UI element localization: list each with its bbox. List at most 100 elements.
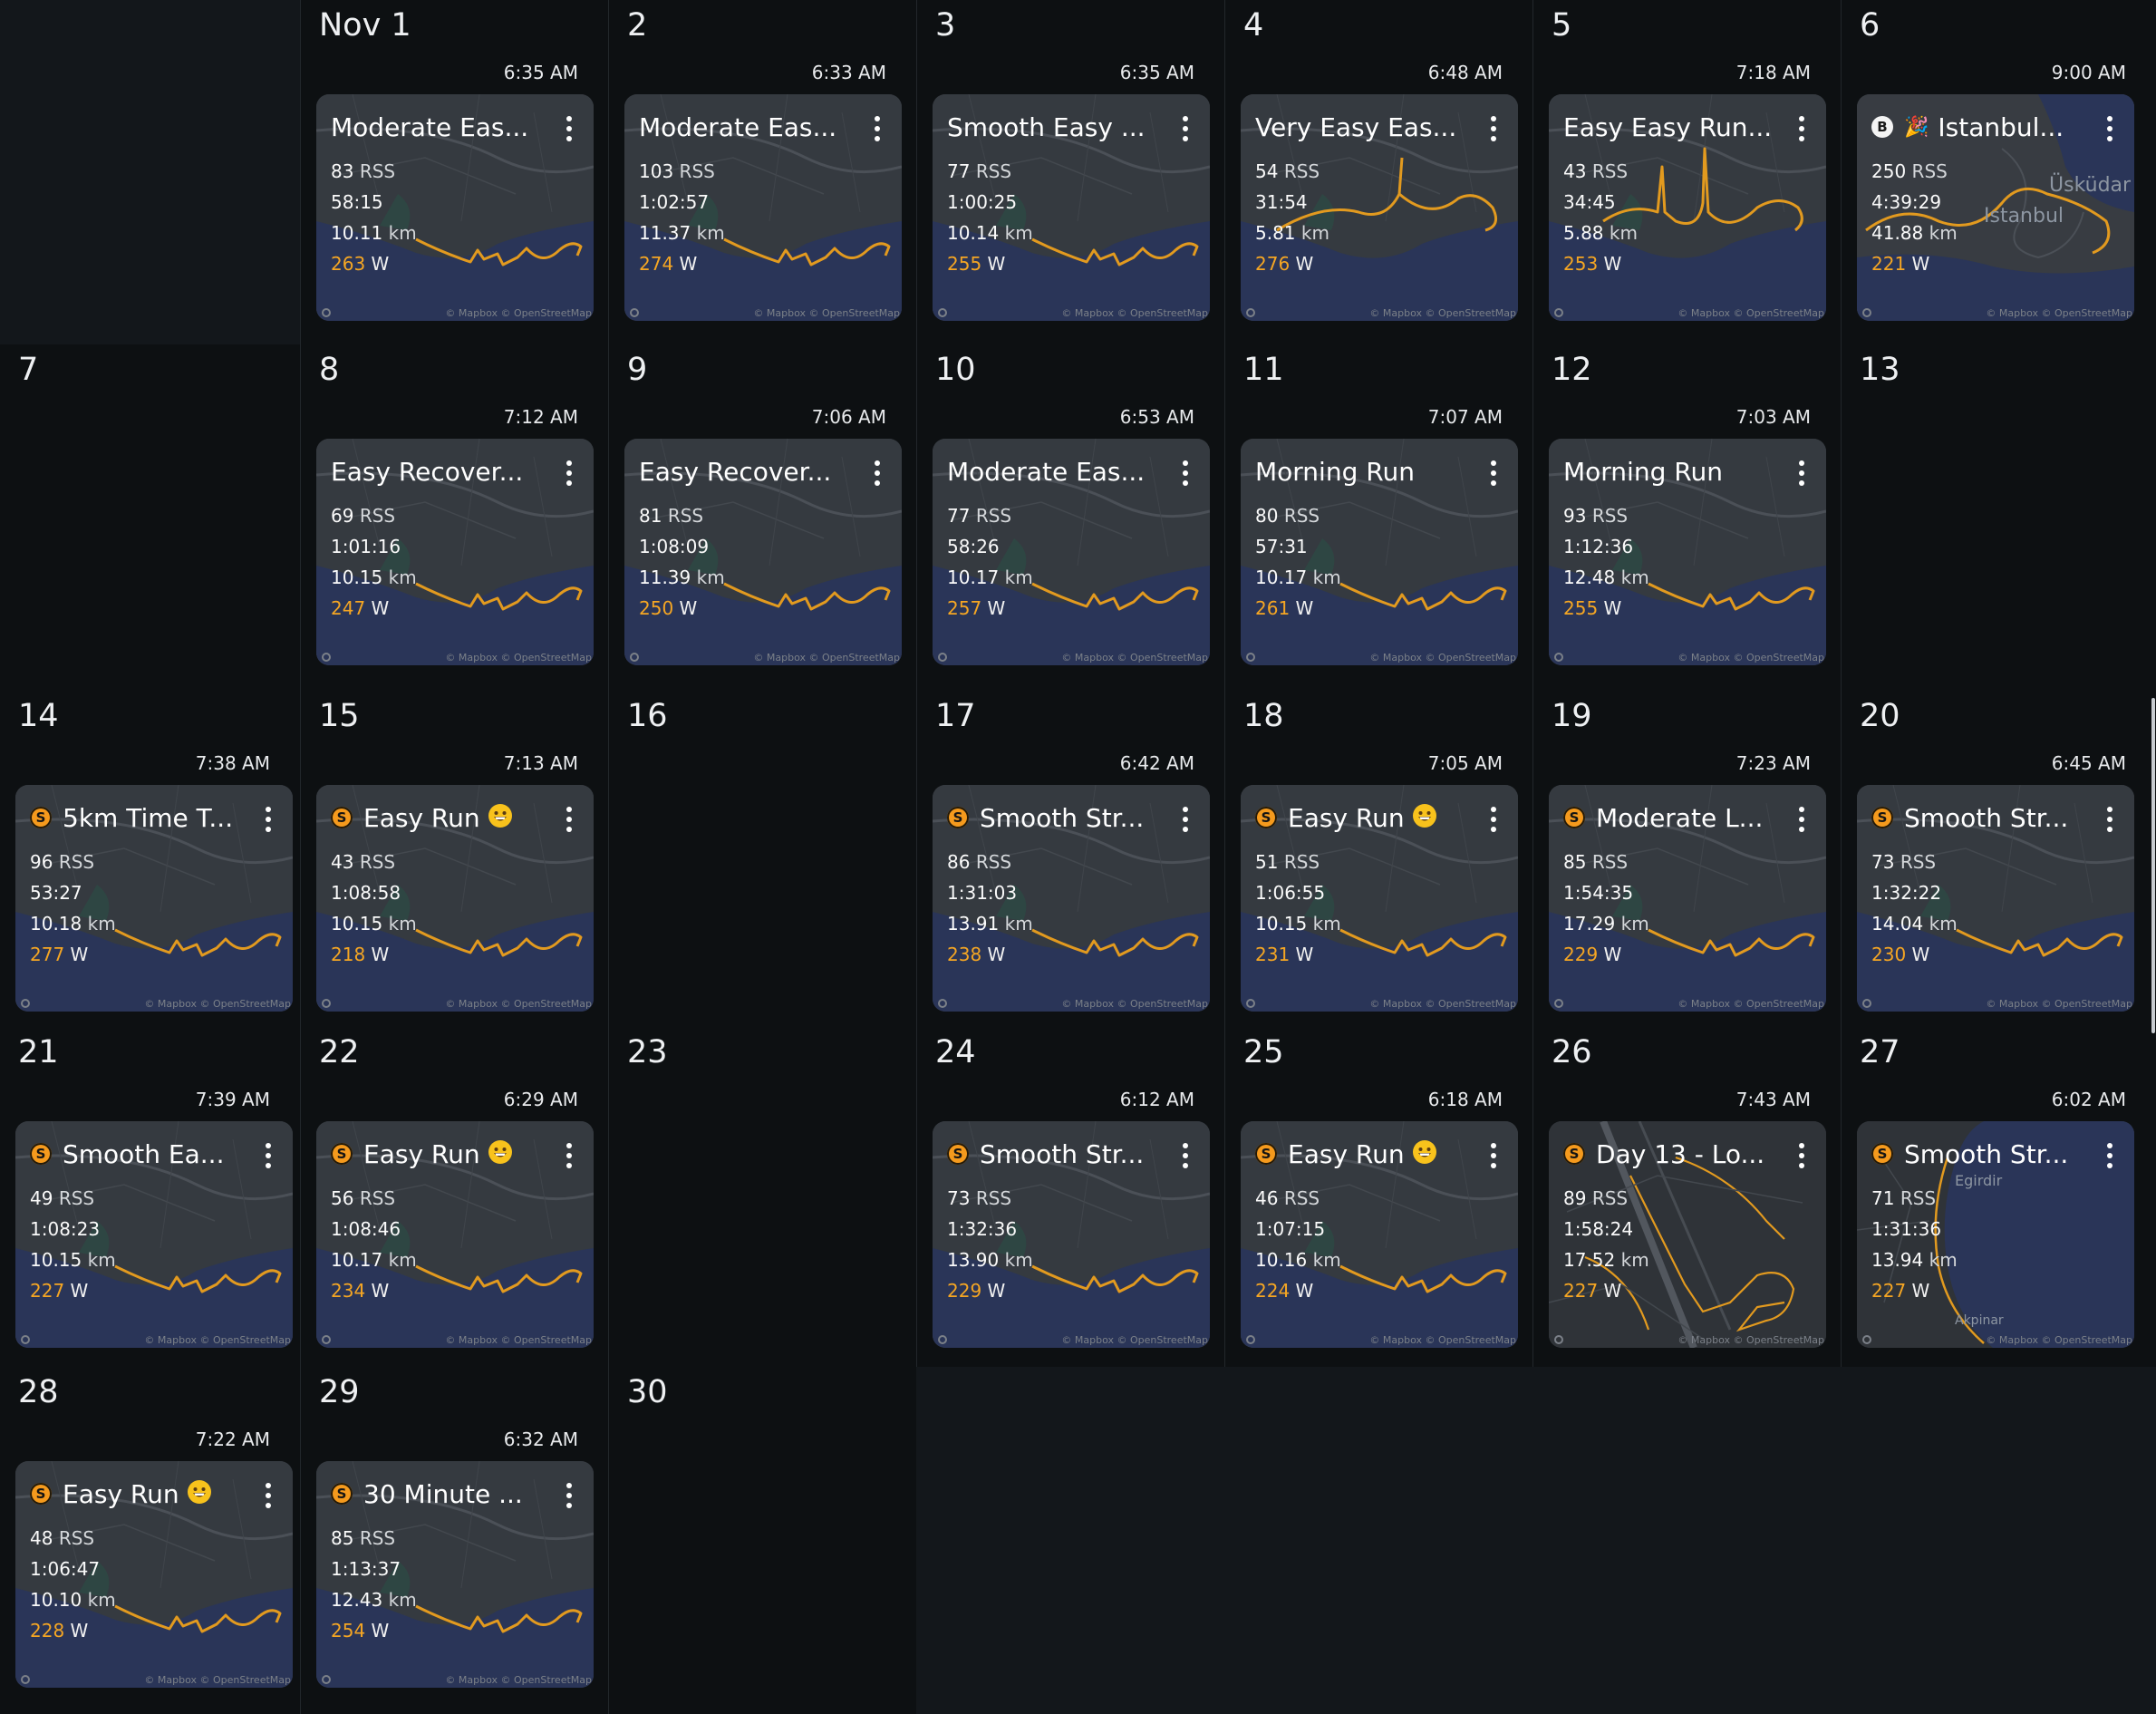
stryd-logo-icon: S (1563, 1143, 1585, 1165)
activity-card[interactable]: S Moderate L... 85 RSS 1:54:35 17.29 km 229 W… (1549, 785, 1826, 1012)
more-options-button[interactable] (2103, 807, 2116, 832)
activity-card[interactable]: S Smooth Str... 73 RSS 1:32:22 14.04 km 230 W… (1857, 785, 2134, 1012)
activity-rss-value: 85 (331, 1527, 354, 1549)
more-options-button[interactable] (1179, 807, 1192, 832)
activity-duration: 1:31:36 (1871, 1214, 1958, 1244)
activity-card[interactable]: S Smooth Str... 73 RSS 1:32:36 13.90 km 229 W… (933, 1121, 1210, 1348)
activity-rss: 83 RSS (331, 156, 417, 187)
activity-title: Smooth Str... (1904, 802, 2069, 833)
more-options-button[interactable] (1179, 116, 1192, 141)
activity-duration-value: 31:54 (1255, 191, 1308, 213)
map-attribution: © Mapbox © OpenStreetMap (1369, 652, 1516, 663)
route-map (624, 94, 902, 321)
activity-duration: 1:31:03 (947, 877, 1033, 908)
activity-card[interactable]: Moderate Eas... 103 RSS 1:02:57 11.37 km 274… (624, 94, 902, 321)
more-options-button[interactable] (563, 460, 575, 486)
activity-rss: 80 RSS (1255, 500, 1341, 531)
more-options-button[interactable] (563, 1483, 575, 1508)
activity-duration: 1:00:25 (947, 187, 1033, 218)
activity-distance-value: 10.15 (1255, 913, 1308, 934)
activity-rss: 56 RSS (331, 1183, 417, 1214)
day-cell: 19 7:23 AM S Moderate L... 85 RSS 1:54:35 17.2… (1532, 691, 1841, 1027)
activity-card[interactable]: S 5km Time T... 96 RSS 53:27 10.18 km 277 W © … (15, 785, 293, 1012)
more-options-button[interactable] (262, 1483, 275, 1508)
activity-title: Easy Run (63, 1478, 179, 1509)
more-options-button[interactable] (2103, 1143, 2116, 1168)
activity-power: 227 W (1563, 1275, 1649, 1306)
activity-rss-unit: RSS (679, 160, 715, 182)
more-options-button[interactable] (1179, 460, 1192, 486)
activity-card[interactable]: Easy Recover... 81 RSS 1:08:09 11.39 km 250 … (624, 439, 902, 665)
more-options-button[interactable] (1487, 807, 1500, 832)
activity-card[interactable]: S Smooth Ea... 49 RSS 1:08:23 10.15 km 227 W ©… (15, 1121, 293, 1348)
more-options-button[interactable] (563, 807, 575, 832)
more-options-button[interactable] (1795, 116, 1808, 141)
more-options-button[interactable] (1795, 1143, 1808, 1168)
more-options-button[interactable] (262, 1143, 275, 1168)
activity-card[interactable]: Morning Run 80 RSS 57:31 10.17 km 261 W © Map… (1241, 439, 1518, 665)
activity-card[interactable]: Üsküdar Istanbul B 🎉 Istanbul... 250 RSS 4:39:… (1857, 94, 2134, 321)
activity-duration: 1:12:36 (1563, 531, 1649, 562)
more-options-button[interactable] (1487, 1143, 1500, 1168)
activity-card[interactable]: Easy Recover... 69 RSS 1:01:16 10.15 km 247 … (316, 439, 594, 665)
more-options-button[interactable] (563, 116, 575, 141)
more-options-button[interactable] (1487, 116, 1500, 141)
mapbox-logo-icon (1862, 308, 1871, 317)
map-attribution: © Mapbox © OpenStreetMap (753, 652, 900, 663)
activity-distance-unit: km (1300, 222, 1329, 244)
activity-card[interactable]: Moderate Eas... 77 RSS 58:26 10.17 km 257 W ©… (933, 439, 1210, 665)
activity-card[interactable]: S Day 13 - Lo... 89 RSS 1:58:24 17.52 km 227 … (1549, 1121, 1826, 1348)
activity-card[interactable]: S Easy Run 48 RSS 1:06:47 10.10 km 228 W © Map… (15, 1461, 293, 1688)
activity-power: 231 W (1255, 939, 1341, 970)
route-map (933, 1121, 1210, 1348)
more-options-button[interactable] (871, 460, 884, 486)
activity-card[interactable]: Easy Easy Run... 43 RSS 34:45 5.88 km 253 W ©… (1549, 94, 1826, 321)
activity-power: 229 W (947, 1275, 1033, 1306)
more-options-button[interactable] (1795, 460, 1808, 486)
grinning-face-icon (1412, 1139, 1437, 1168)
day-cell: 12 7:03 AM Morning Run 93 RSS 1:12:36 12.48 k… (1532, 344, 1841, 691)
more-options-button[interactable] (1487, 460, 1500, 486)
activity-title-row: B 🎉 Istanbul... (1871, 109, 2122, 145)
activity-card[interactable]: S Easy Run 46 RSS 1:07:15 10.16 km 224 W © Map… (1241, 1121, 1518, 1348)
more-options-button[interactable] (1179, 1143, 1192, 1168)
day-cell: 15 7:13 AM S Easy Run 43 RSS 1:08:58 10.15 km 2… (300, 691, 608, 1027)
day-number: 14 (18, 698, 59, 734)
activity-title: Very Easy Eas... (1255, 111, 1457, 142)
activity-time: 7:23 AM (1735, 752, 1811, 774)
more-options-button[interactable] (262, 807, 275, 832)
more-vertical-icon (1179, 116, 1192, 141)
activity-distance-unit: km (1004, 913, 1033, 934)
day-cell: 17 6:42 AM S Smooth Str... 86 RSS 1:31:03 13.9… (916, 691, 1224, 1027)
activity-time: 6:48 AM (1427, 62, 1503, 83)
activity-rss-unit: RSS (359, 1187, 396, 1209)
activity-card[interactable]: Moderate Eas... 83 RSS 58:15 10.11 km 263 W ©… (316, 94, 594, 321)
activity-card[interactable]: Morning Run 93 RSS 1:12:36 12.48 km 255 W © M… (1549, 439, 1826, 665)
more-options-button[interactable] (563, 1143, 575, 1168)
route-map (1549, 94, 1826, 321)
activity-rss: 103 RSS (639, 156, 725, 187)
activity-card[interactable]: Smooth Easy ... 77 RSS 1:00:25 10.14 km 255 … (933, 94, 1210, 321)
vertical-scrollbar[interactable] (2151, 698, 2155, 1033)
activity-card[interactable]: S Easy Run 43 RSS 1:08:58 10.15 km 218 W © Map… (316, 785, 594, 1012)
activity-card[interactable]: S 30 Minute ... 85 RSS 1:13:37 12.43 km 254 W… (316, 1461, 594, 1688)
activity-card[interactable]: S Easy Run 56 RSS 1:08:46 10.17 km 234 W © Map… (316, 1121, 594, 1348)
activity-card[interactable]: Egirdir Akpinar S Smooth Str... 71 RSS 1:31:3… (1857, 1121, 2134, 1348)
activity-card[interactable]: S Easy Run 51 RSS 1:06:55 10.15 km 231 W © Map… (1241, 785, 1518, 1012)
activity-rss: 71 RSS (1871, 1183, 1958, 1214)
activity-title: Easy Run (363, 802, 480, 833)
more-options-button[interactable] (1795, 807, 1808, 832)
more-options-button[interactable] (2103, 116, 2116, 141)
activity-power-value: 231 (1255, 944, 1291, 965)
activity-card[interactable]: Very Easy Eas... 54 RSS 31:54 5.81 km 276 W ©… (1241, 94, 1518, 321)
activity-distance: 13.91 km (947, 908, 1033, 939)
day-number: 28 (18, 1374, 59, 1410)
more-vertical-icon (1795, 1143, 1808, 1168)
more-options-button[interactable] (871, 116, 884, 141)
activity-card[interactable]: S Smooth Str... 86 RSS 1:31:03 13.91 km 238 W… (933, 785, 1210, 1012)
activity-distance-value: 10.17 (331, 1249, 383, 1271)
activity-power-unit: W (1911, 253, 1930, 275)
activity-power-value: 229 (1563, 944, 1599, 965)
more-vertical-icon (262, 807, 275, 832)
activity-duration: 1:08:09 (639, 531, 725, 562)
